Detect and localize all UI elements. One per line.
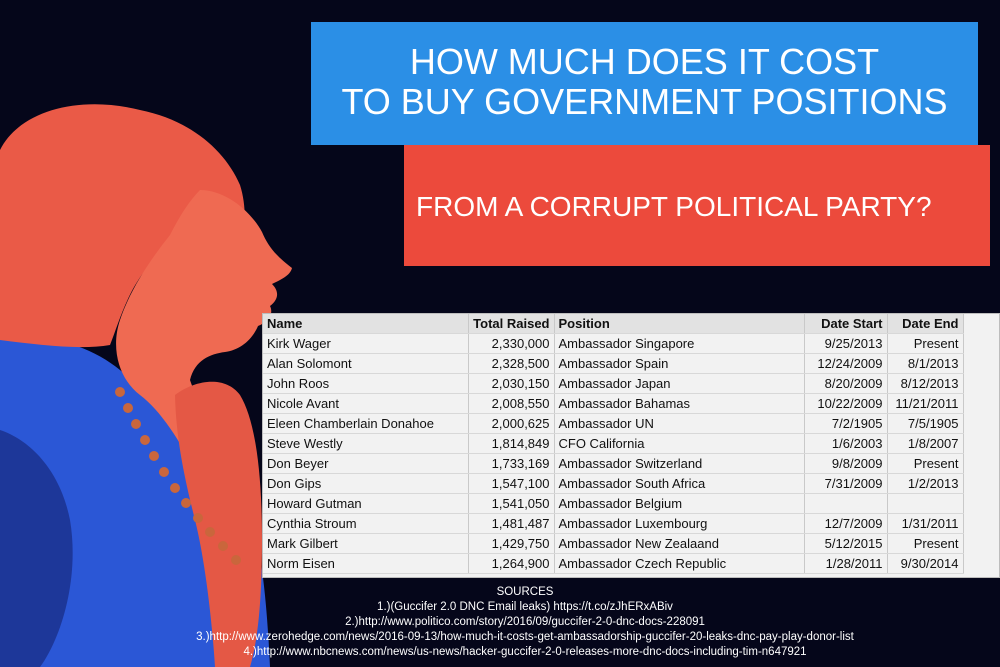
cell-name: Steve Westly bbox=[263, 433, 469, 454]
cell-date-start: 1/28/2011 bbox=[804, 553, 888, 574]
cell-date-end: 11/21/2011 bbox=[887, 393, 964, 414]
sources-block: SOURCES 1.)(Guccifer 2.0 DNC Email leaks… bbox=[100, 585, 950, 660]
cell-name: Alan Solomont bbox=[263, 353, 469, 374]
cell-date-start: 12/24/2009 bbox=[804, 353, 888, 374]
headline-line-1: HOW MUCH DOES IT COST bbox=[409, 41, 880, 82]
cell-total-raised: 2,330,000 bbox=[468, 333, 555, 354]
subheadline-text: FROM A CORRUPT POLITICAL PARTY? bbox=[416, 191, 932, 222]
cell-total-raised: 1,541,050 bbox=[468, 493, 555, 514]
cell-date-start: 12/7/2009 bbox=[804, 513, 888, 534]
cell-name: Norm Eisen bbox=[263, 553, 469, 574]
cell-total-raised: 1,264,900 bbox=[468, 553, 555, 574]
cell-position: Ambassador Bahamas bbox=[554, 393, 805, 414]
cell-position: Ambassador UN bbox=[554, 413, 805, 434]
cell-name: Don Gips bbox=[263, 473, 469, 494]
cell-date-end: Present bbox=[887, 333, 964, 354]
cell-position: Ambassador Spain bbox=[554, 353, 805, 374]
table-row: Mark Gilbert 1,429,750 Ambassador New Ze… bbox=[263, 533, 964, 554]
cell-date-start: 5/12/2015 bbox=[804, 533, 888, 554]
column-header-position: Position bbox=[554, 314, 805, 334]
cell-position: Ambassador Czech Republic bbox=[554, 553, 805, 574]
cell-name: Don Beyer bbox=[263, 453, 469, 474]
cell-date-end: 8/1/2013 bbox=[887, 353, 964, 374]
table-row: Steve Westly 1,814,849 CFO California 1/… bbox=[263, 433, 964, 454]
source-item: 4.)http://www.nbcnews.com/news/us-news/h… bbox=[243, 646, 807, 658]
cell-total-raised: 1,481,487 bbox=[468, 513, 555, 534]
cell-date-end bbox=[887, 493, 964, 514]
column-header-total-raised: Total Raised bbox=[468, 314, 555, 334]
cell-date-end: Present bbox=[887, 533, 964, 554]
table-row: Norm Eisen 1,264,900 Ambassador Czech Re… bbox=[263, 553, 964, 574]
table-row: Don Gips 1,547,100 Ambassador South Afri… bbox=[263, 473, 964, 494]
cell-total-raised: 2,030,150 bbox=[468, 373, 555, 394]
table-row: Cynthia Stroum 1,481,487 Ambassador Luxe… bbox=[263, 513, 964, 534]
table-row: Kirk Wager 2,330,000 Ambassador Singapor… bbox=[263, 333, 964, 354]
necklace bbox=[115, 387, 241, 565]
figure-face bbox=[116, 190, 292, 480]
cell-name: Cynthia Stroum bbox=[263, 513, 469, 534]
cell-position: Ambassador New Zealaand bbox=[554, 533, 805, 554]
table-row: Don Beyer 1,733,169 Ambassador Switzerla… bbox=[263, 453, 964, 474]
table-row: Alan Solomont 2,328,500 Ambassador Spain… bbox=[263, 353, 964, 374]
column-header-date-start: Date Start bbox=[804, 314, 888, 334]
figure-body-shadow bbox=[0, 430, 73, 667]
table-row: Eleen Chamberlain Donahoe 2,000,625 Amba… bbox=[263, 413, 964, 434]
table-row: Nicole Avant 2,008,550 Ambassador Bahama… bbox=[263, 393, 964, 414]
source-item: 2.)http://www.politico.com/story/2016/09… bbox=[345, 616, 705, 628]
cell-position: Ambassador Singapore bbox=[554, 333, 805, 354]
cell-date-start: 7/31/2009 bbox=[804, 473, 888, 494]
cell-date-end: 9/30/2014 bbox=[887, 553, 964, 574]
cell-position: Ambassador Switzerland bbox=[554, 453, 805, 474]
cell-total-raised: 1,429,750 bbox=[468, 533, 555, 554]
cell-date-end: 1/2/2013 bbox=[887, 473, 964, 494]
cell-total-raised: 1,733,169 bbox=[468, 453, 555, 474]
donor-table-panel: Name Total Raised Position Date Start Da… bbox=[262, 313, 1000, 578]
source-item: 1.)(Guccifer 2.0 DNC Email leaks) https:… bbox=[377, 601, 673, 613]
cell-position: Ambassador Japan bbox=[554, 373, 805, 394]
subheadline-banner: FROM A CORRUPT POLITICAL PARTY? bbox=[404, 145, 990, 266]
table-row: Howard Gutman 1,541,050 Ambassador Belgi… bbox=[263, 493, 964, 514]
cell-date-start: 9/25/2013 bbox=[804, 333, 888, 354]
cell-total-raised: 2,000,625 bbox=[468, 413, 555, 434]
table-row: John Roos 2,030,150 Ambassador Japan 8/2… bbox=[263, 373, 964, 394]
table-header-row: Name Total Raised Position Date Start Da… bbox=[263, 314, 964, 334]
source-item: 3.)http://www.zerohedge.com/news/2016-09… bbox=[196, 631, 854, 643]
cell-date-start: 8/20/2009 bbox=[804, 373, 888, 394]
cell-position: CFO California bbox=[554, 433, 805, 454]
cell-position: Ambassador Luxembourg bbox=[554, 513, 805, 534]
cell-name: Mark Gilbert bbox=[263, 533, 469, 554]
cell-total-raised: 2,008,550 bbox=[468, 393, 555, 414]
cell-date-start bbox=[804, 493, 888, 514]
cell-date-end: 1/8/2007 bbox=[887, 433, 964, 454]
headline-banner: HOW MUCH DOES IT COST TO BUY GOVERNMENT … bbox=[311, 22, 978, 145]
cell-date-end: 1/31/2011 bbox=[887, 513, 964, 534]
cell-total-raised: 1,547,100 bbox=[468, 473, 555, 494]
cell-date-end: Present bbox=[887, 453, 964, 474]
figure-hair bbox=[0, 104, 245, 348]
cell-total-raised: 2,328,500 bbox=[468, 353, 555, 374]
cell-date-start: 1/6/2003 bbox=[804, 433, 888, 454]
cell-date-start: 9/8/2009 bbox=[804, 453, 888, 474]
figure-hand bbox=[175, 381, 262, 667]
cell-date-start: 7/2/1905 bbox=[804, 413, 888, 434]
cell-position: Ambassador Belgium bbox=[554, 493, 805, 514]
cell-name: John Roos bbox=[263, 373, 469, 394]
cell-name: Howard Gutman bbox=[263, 493, 469, 514]
headline-line-2: TO BUY GOVERNMENT POSITIONS bbox=[341, 81, 948, 122]
cell-name: Nicole Avant bbox=[263, 393, 469, 414]
cell-date-start: 10/22/2009 bbox=[804, 393, 888, 414]
cell-name: Eleen Chamberlain Donahoe bbox=[263, 413, 469, 434]
column-header-date-end: Date End bbox=[887, 314, 964, 334]
sources-heading: SOURCES bbox=[496, 586, 554, 598]
cell-total-raised: 1,814,849 bbox=[468, 433, 555, 454]
cell-name: Kirk Wager bbox=[263, 333, 469, 354]
column-header-name: Name bbox=[263, 314, 469, 334]
cell-position: Ambassador South Africa bbox=[554, 473, 805, 494]
cell-date-end: 7/5/1905 bbox=[887, 413, 964, 434]
cell-date-end: 8/12/2013 bbox=[887, 373, 964, 394]
donor-table: Name Total Raised Position Date Start Da… bbox=[263, 314, 964, 574]
